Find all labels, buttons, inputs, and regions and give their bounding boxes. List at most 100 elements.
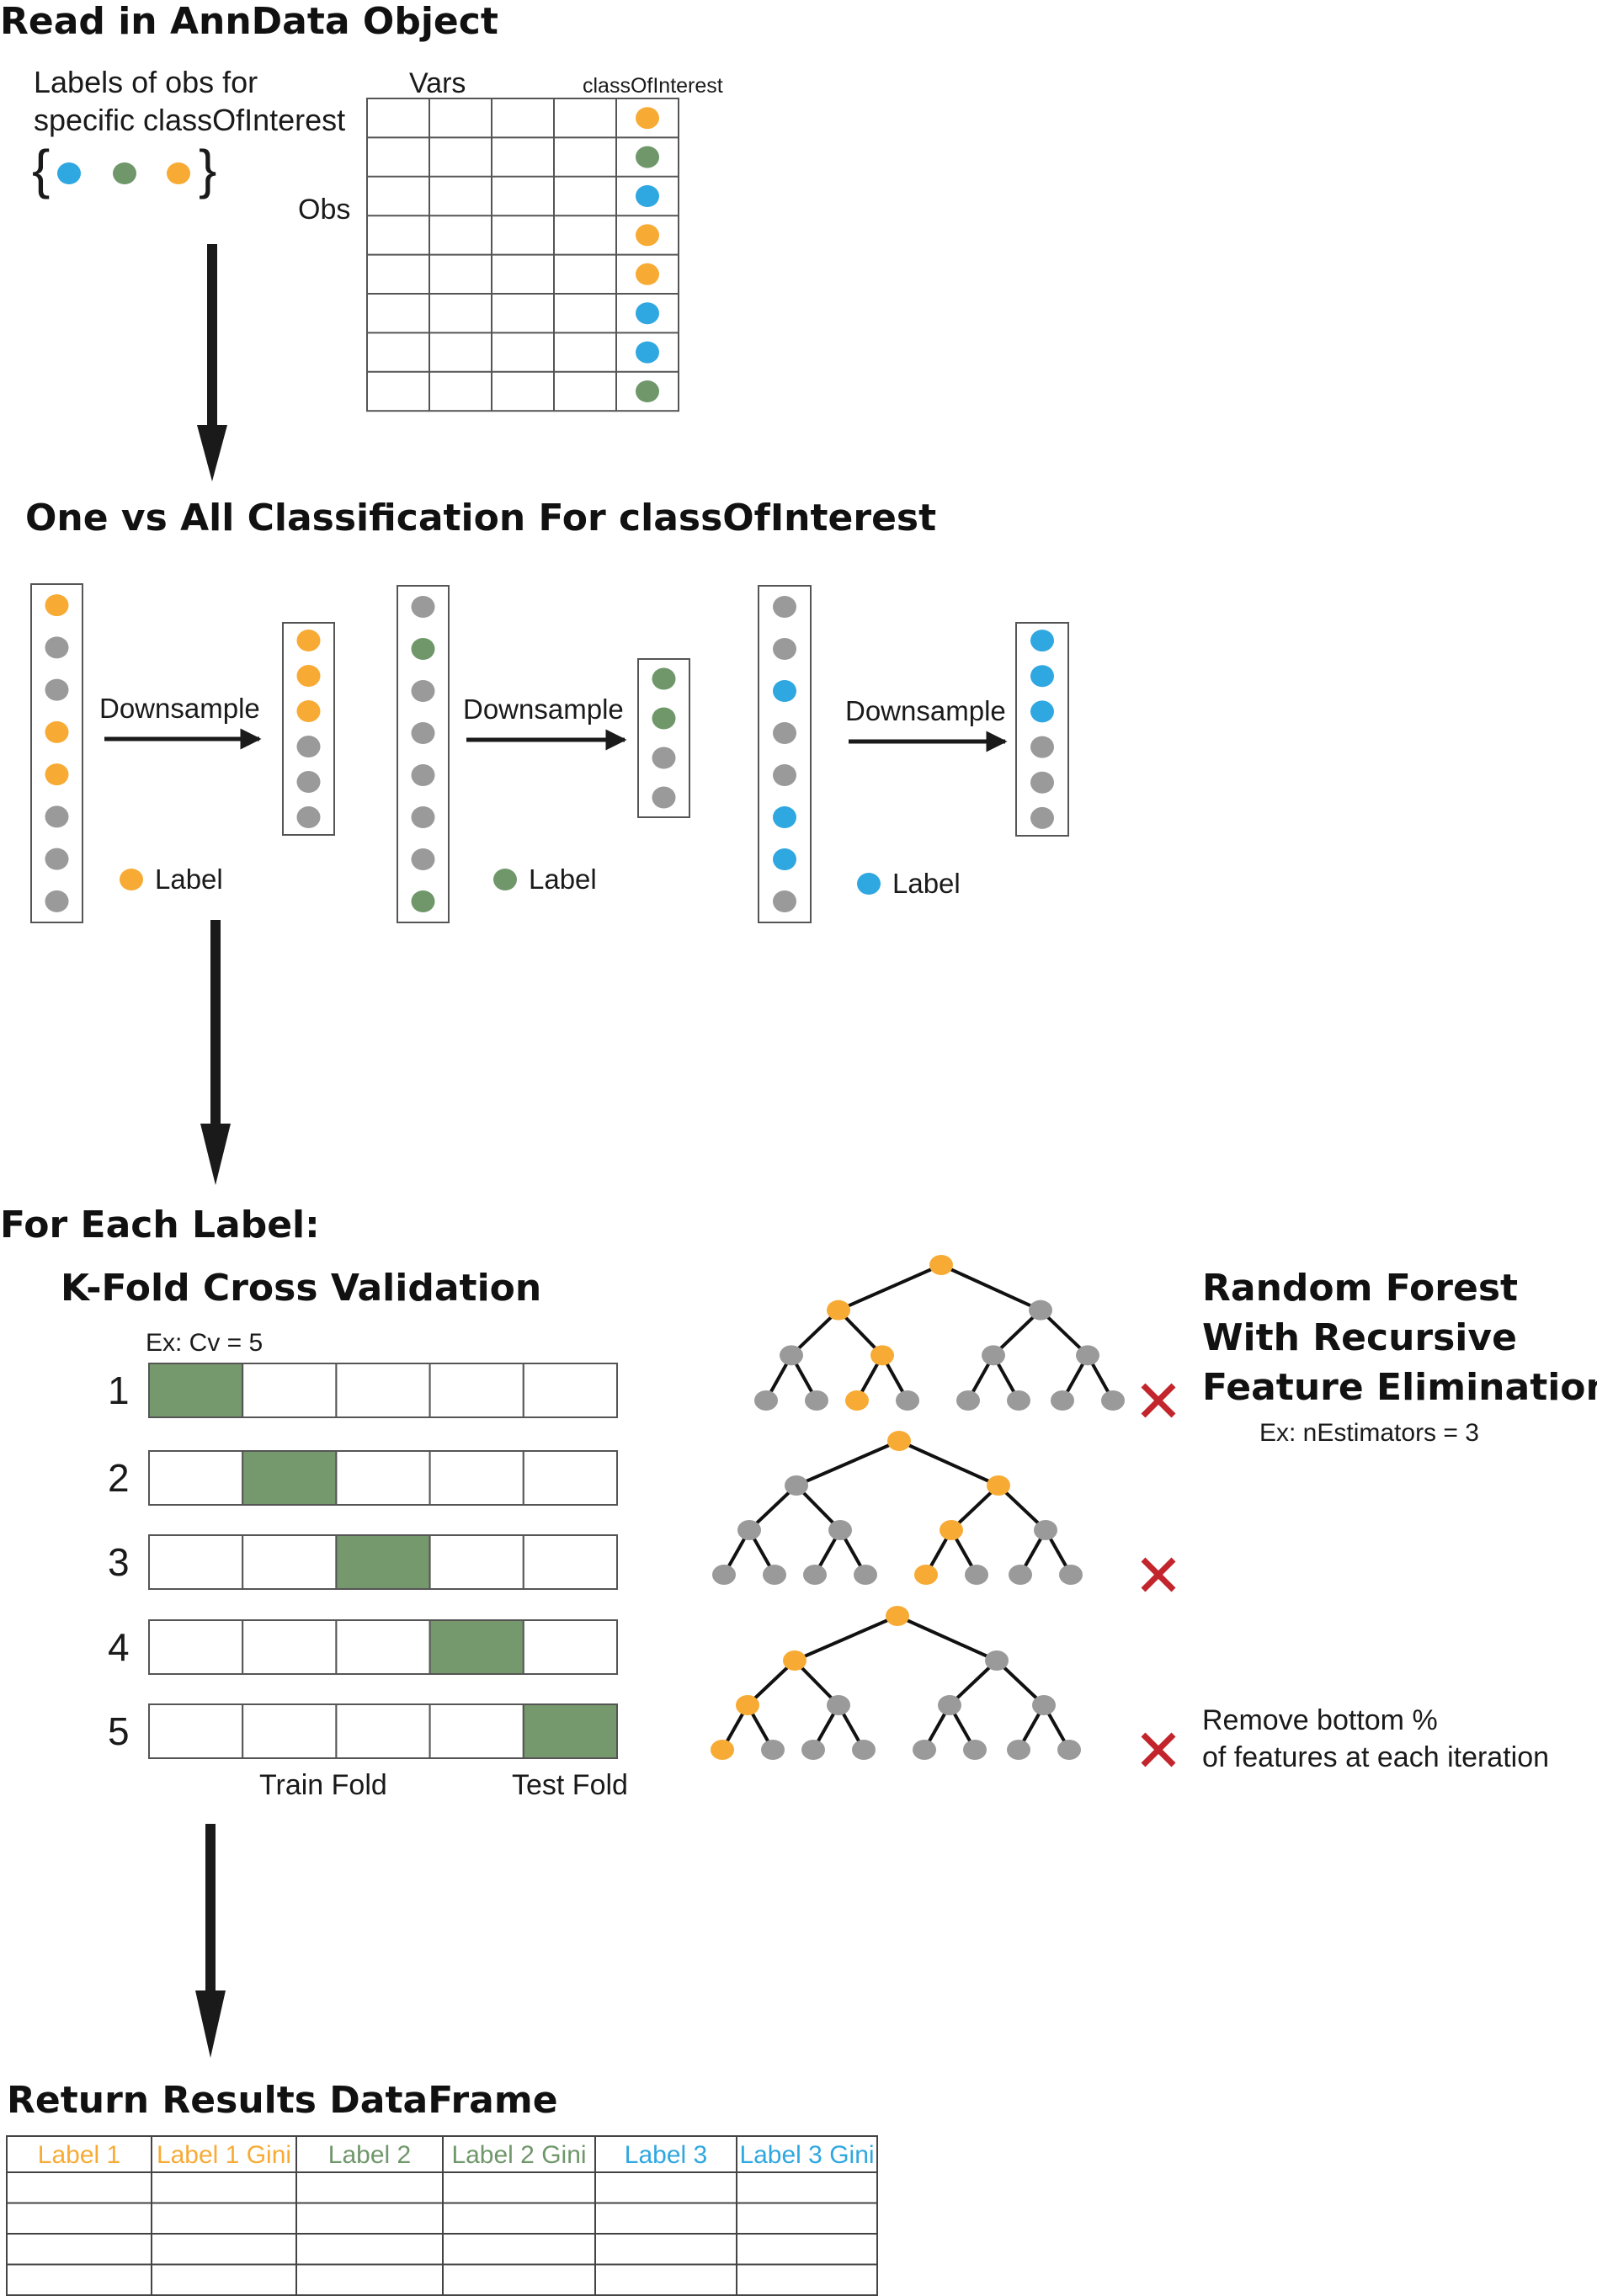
downsampled-gray-dot (652, 747, 676, 769)
train-fold-cell (148, 1619, 244, 1675)
original-gray-dot (773, 722, 796, 744)
table-header-cell: Label 2 Gini (451, 2141, 586, 2169)
original-gray-dot (773, 764, 796, 786)
one-vs-all-panels: DownsampleLabelDownsampleLabelDownsample… (30, 583, 1069, 923)
downsampled-gray-dot (296, 771, 321, 793)
section-title-for-each-label: For Each Label: (0, 1204, 320, 1246)
tree-node (854, 1565, 877, 1585)
original-green-dot (411, 890, 435, 912)
original-gray-dot (411, 722, 435, 744)
train-fold-cell (522, 1363, 618, 1418)
vars-label: Vars (409, 67, 466, 99)
downsampled-green-dot (652, 667, 676, 690)
original-orange-dot (45, 594, 69, 617)
train-fold-cell (242, 1534, 338, 1590)
tree-node (737, 1520, 761, 1540)
tree-edge (838, 1263, 942, 1312)
original-gray-dot (45, 636, 69, 659)
tree-node (780, 1345, 803, 1366)
fold-number: 3 (108, 1540, 130, 1584)
fold-number: 5 (108, 1709, 130, 1753)
tree-node (754, 1390, 778, 1411)
downsampled-column-frame (282, 622, 335, 836)
tree-node (827, 1695, 850, 1715)
tree-node-selected (886, 1606, 909, 1626)
original-gray-dot (45, 848, 69, 870)
fold-number: 2 (108, 1456, 130, 1500)
original-gray-dot (773, 638, 796, 660)
matrix-cell-blue (636, 185, 659, 207)
rf-example: Ex: nEstimators = 3 (1259, 1419, 1479, 1447)
downsampled-green-dot (652, 707, 676, 730)
original-gray-dot (45, 805, 69, 828)
tree-node-selected (940, 1520, 963, 1540)
section-title-read-anndata: Read in AnnData Object (0, 0, 498, 43)
tree-edge (1039, 1309, 1089, 1357)
rf-title-line2: With Recursive (1202, 1316, 1517, 1359)
ova-panel-1: Downsample Label (30, 583, 335, 923)
tree-edge (940, 1263, 1041, 1312)
tree-node (956, 1390, 980, 1411)
tree-node (1057, 1740, 1081, 1760)
matrix-cell-orange (636, 224, 659, 247)
tree-node (965, 1565, 988, 1585)
original-gray-dot (411, 806, 435, 828)
kfold-grid: 1 2 3 4 5 (108, 1363, 618, 1759)
train-fold-cell (148, 1703, 244, 1759)
original-column-frame (758, 585, 812, 923)
downsampled-orange-dot (296, 630, 321, 651)
train-fold-cell (242, 1703, 338, 1759)
tree-node (1076, 1345, 1099, 1366)
anndata-matrix (366, 98, 679, 412)
class-of-interest-column-label: classOfInterest (583, 74, 723, 98)
matrix-cell-orange (636, 107, 659, 130)
section-title-results: Return Results DataFrame (7, 2079, 558, 2122)
fold-number: 1 (108, 1369, 130, 1412)
x-stroke (1141, 1383, 1176, 1418)
ova-panel-3: Downsample Label (758, 585, 1069, 923)
matrix-cell-green (636, 380, 659, 402)
tree-node (963, 1740, 987, 1760)
original-blue-dot (773, 848, 796, 870)
tree-3 (711, 1606, 1176, 1767)
kfold-title: K-Fold Cross Validation (61, 1267, 541, 1310)
downsampled-blue-dot (1030, 665, 1054, 688)
train-fold-cell (522, 1534, 618, 1590)
downsample-label: Downsample (99, 693, 260, 724)
tree-edge (898, 1439, 999, 1487)
original-column-frame (30, 583, 83, 923)
downsample-label: Downsample (845, 695, 1006, 726)
train-fold-cell (335, 1703, 431, 1759)
tree-node (803, 1565, 827, 1585)
random-forest-trees (711, 1255, 1176, 1767)
fold-row-4: 4 (108, 1619, 618, 1675)
tree-node (1007, 1390, 1030, 1411)
original-gray-dot (773, 890, 796, 912)
test-fold-cell (522, 1703, 618, 1759)
train-fold-cell (522, 1450, 618, 1506)
legend-green-dot (493, 869, 517, 890)
remove-caption-line1: Remove bottom % (1202, 1704, 1438, 1736)
original-orange-dot (45, 763, 69, 786)
matrix-cell-green (636, 146, 659, 168)
train-fold-cell (429, 1363, 524, 1418)
tree-node (1007, 1740, 1030, 1760)
downsample-label: Downsample (463, 694, 624, 725)
tree-node (828, 1520, 852, 1540)
tree-1 (754, 1255, 1176, 1418)
tree-node (1029, 1299, 1052, 1321)
label-set-dots (57, 162, 190, 184)
original-orange-dot (45, 720, 69, 743)
rf-title-line1: Random Forest (1202, 1267, 1518, 1310)
train-fold-cell (148, 1534, 244, 1590)
train-fold-cell (429, 1534, 524, 1590)
original-blue-dot (773, 806, 796, 828)
obs-label: Obs (298, 194, 350, 226)
downsampled-gray-dot (1030, 771, 1054, 794)
tree-node (763, 1565, 786, 1585)
tree-edge (796, 1439, 900, 1487)
legend-label: Label (529, 864, 597, 895)
downsampled-gray-dot (296, 806, 321, 828)
tree-node (938, 1695, 961, 1715)
